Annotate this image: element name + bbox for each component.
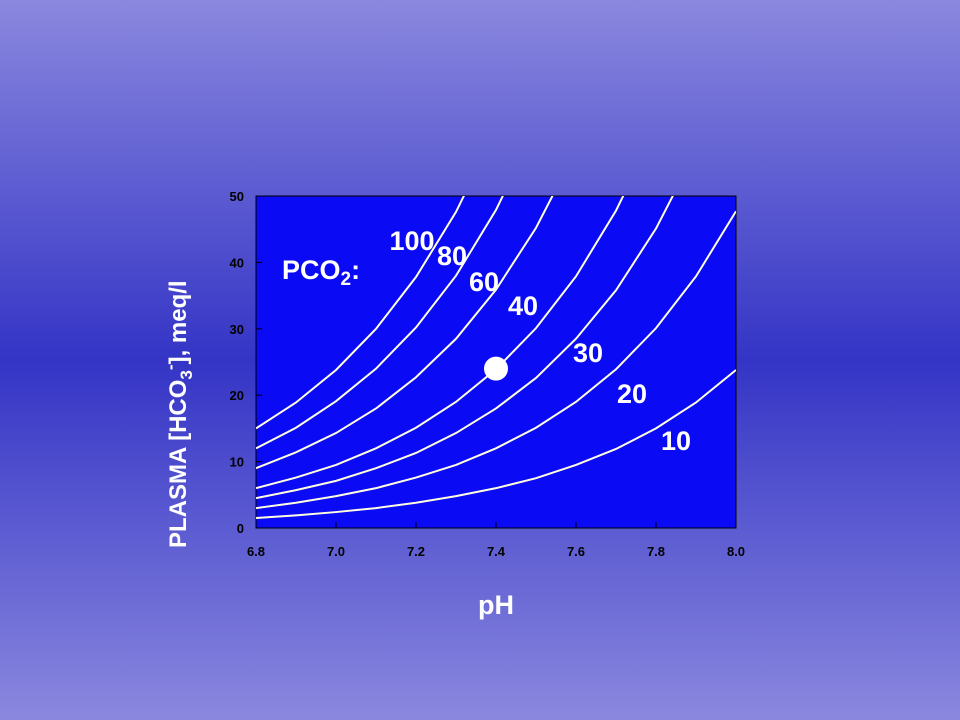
y-tick-label: 20	[230, 388, 244, 403]
curve	[256, 369, 736, 520]
y-tick-label: 40	[230, 255, 244, 270]
curve	[256, 196, 465, 430]
y-label-main: PLASMA [HCO	[165, 380, 192, 548]
curves	[256, 196, 736, 520]
x-tick-label: 7.2	[407, 544, 425, 559]
annotation-end: :	[351, 255, 360, 285]
x-tick-label: 7.0	[327, 544, 345, 559]
y-label-sup: -	[161, 364, 180, 370]
curve-label: 40	[508, 291, 538, 321]
curve-label: 30	[573, 338, 603, 368]
x-tick-label: 8.0	[727, 544, 745, 559]
annotation-main: PCO	[282, 255, 341, 285]
curve	[256, 196, 674, 500]
x-tick-label: 6.8	[247, 544, 265, 559]
curve-label: 60	[469, 267, 499, 297]
x-tick-label: 7.6	[567, 544, 585, 559]
y-label-sub: 3	[177, 370, 196, 379]
curve-label: 80	[437, 241, 467, 271]
y-axis-label: PLASMA [HCO3-], meq/l	[161, 280, 196, 548]
reference-point	[484, 356, 508, 381]
curve-label: 100	[389, 226, 434, 256]
y-tick-label: 0	[237, 521, 244, 536]
x-tick-label: 7.4	[487, 544, 506, 559]
curve	[256, 196, 504, 450]
y-tick-label: 30	[230, 322, 244, 337]
pco2-annotation: PCO2:	[282, 255, 360, 290]
y-label-end: ], meq/l	[165, 280, 192, 364]
y-tick-label: 10	[230, 455, 244, 470]
annotation-sub: 2	[341, 269, 352, 290]
curve	[256, 196, 554, 470]
curve-label: 10	[661, 426, 691, 456]
y-tick-label: 50	[230, 189, 244, 204]
x-axis-label: pH	[478, 590, 514, 620]
curve	[256, 196, 625, 490]
x-tick-label: 7.8	[647, 544, 665, 559]
curve	[256, 210, 736, 510]
curve-label: 20	[617, 379, 647, 409]
